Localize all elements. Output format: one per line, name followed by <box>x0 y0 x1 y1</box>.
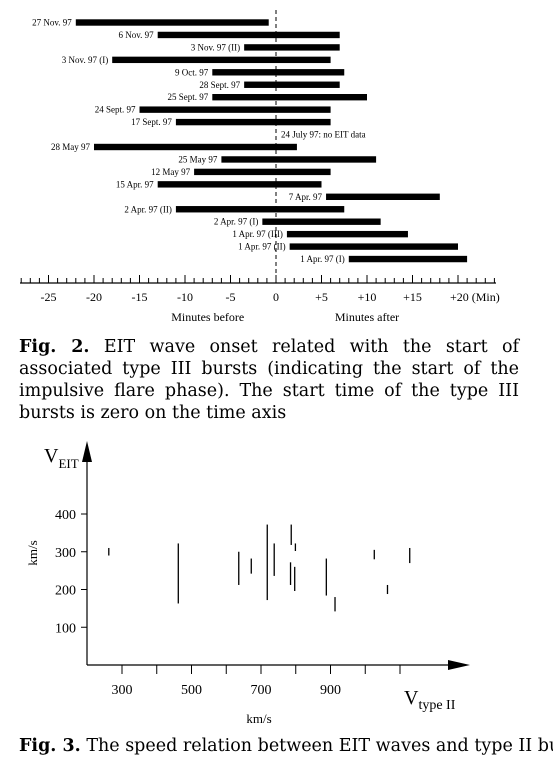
fig2-tick-label: -15 <box>132 290 148 304</box>
fig2-bars <box>75 19 468 263</box>
fig2-bar <box>157 31 340 39</box>
fig3-y-tick-label: 400 <box>55 508 76 523</box>
fig3-x-tick-label: 500 <box>181 683 202 698</box>
fig2-bar <box>348 255 468 263</box>
fig2-event-label: 28 Sept. 97 <box>199 80 240 90</box>
fig2-bar <box>244 44 340 51</box>
fig2-event-label: 24 Sept. 97 <box>95 105 136 115</box>
fig2-event-label: 28 May 97 <box>51 142 90 152</box>
fig3-y-arrow <box>82 441 92 462</box>
fig2-x-ticks <box>20 275 495 283</box>
fig2-event-labels: 27 Nov. 97 6 Nov. 97 3 Nov. 97 (II) 3 Nov. … <box>32 18 365 265</box>
fig2-bar <box>262 218 381 225</box>
fig3-x-tick-label: 300 <box>112 683 133 698</box>
fig2-bar <box>75 19 269 26</box>
fig3-points <box>108 524 411 612</box>
fig2-event-label: 1 Apr. 97 (III) <box>232 229 283 239</box>
fig2-bar <box>326 193 440 200</box>
fig2-bar <box>289 243 458 250</box>
fig2-event-label: 12 May 97 <box>151 167 190 177</box>
fig3-x-arrow <box>448 660 470 670</box>
fig2-tick-label: -10 <box>177 290 193 304</box>
fig2-bar <box>194 168 331 176</box>
fig2-event-label: 2 Apr. 97 (II) <box>124 204 172 214</box>
fig2-tick-label: +15 <box>403 290 422 304</box>
fig3-y-tick-label: 100 <box>55 621 76 636</box>
fig3-y-axis-title: VEIT <box>44 445 79 471</box>
fig2-event-label: 3 Nov. 97 (II) <box>191 42 240 52</box>
fig2-caption-label: Fig. 2. <box>19 337 90 357</box>
fig2-bar <box>286 230 408 238</box>
fig3-caption: Fig. 3. The speed relation between EIT w… <box>19 735 553 757</box>
fig2-bar <box>139 106 331 113</box>
fig2-tick-label: -5 <box>226 290 236 304</box>
fig2-event-label: 1 Apr. 97 (I) <box>300 254 345 264</box>
fig3-x-ticks: 300 500 700 900 <box>112 665 401 698</box>
fig2-note-label: 24 July 97: no EIT data <box>281 130 366 140</box>
fig2-event-label: 27 Nov. 97 <box>32 18 72 28</box>
fig2-bar <box>157 181 322 188</box>
fig3-y-tick-label: 300 <box>55 546 76 561</box>
fig2-event-label: 25 May 97 <box>178 154 217 164</box>
fig3-ylabel: km/s <box>25 540 40 565</box>
fig2-event-label: 15 Apr. 97 <box>116 179 154 189</box>
fig3-caption-label: Fig. 3. <box>19 736 81 756</box>
fig2-xlabel-after: Minutes after <box>335 310 399 324</box>
fig3-xlabel: km/s <box>246 711 271 726</box>
fig2-event-label: 6 Nov. 97 <box>119 30 155 40</box>
fig3-x-tick-label: 700 <box>251 683 272 698</box>
fig2-bar <box>112 56 331 64</box>
fig2-xlabel-before: Minutes before <box>171 310 244 324</box>
fig2-bar <box>175 118 331 126</box>
fig3-y-ticks: 100 200 300 400 <box>55 508 87 636</box>
fig2-tick-label: -20 <box>86 290 102 304</box>
fig2-event-label: 9 Oct. 97 <box>175 67 209 77</box>
fig2-bar <box>175 206 345 213</box>
fig2-event-label: 2 Apr. 97 (I) <box>214 217 259 227</box>
fig2-x-tick-labels: -25 -20 -15 -10 -5 0 +5 +10 +15 +20 (Min) <box>41 290 500 304</box>
fig3-y-tick-label: 200 <box>55 584 76 599</box>
fig2-event-label: 1 Apr. 97 (II) <box>238 242 286 252</box>
fig2-tick-label: -25 <box>41 290 57 304</box>
fig2-bar <box>212 94 367 101</box>
fig2-tick-label: 0 <box>273 290 279 304</box>
fig2-tick-label: +20 (Min) <box>450 290 500 304</box>
fig3-x-axis-title: Vtype II <box>404 687 456 713</box>
fig2-tick-label: +10 <box>358 290 377 304</box>
fig2-chart: 27 Nov. 97 6 Nov. 97 3 Nov. 97 (II) 3 Nov. … <box>20 10 500 324</box>
fig2-event-label: 25 Sept. 97 <box>168 92 209 102</box>
fig3-caption-text: The speed relation between EIT waves and… <box>86 736 553 756</box>
fig2-event-label: 7 Apr. 97 <box>289 192 323 202</box>
fig2-bar <box>94 143 297 151</box>
fig2-bar <box>221 156 377 163</box>
fig2-tick-label: +5 <box>315 290 328 304</box>
fig2-bar <box>212 69 345 76</box>
fig2-caption: Fig. 2. EIT wave onset related with the … <box>19 336 519 424</box>
fig2-event-label: 17 Sept. 97 <box>131 117 172 127</box>
fig3-x-tick-label: 900 <box>320 683 341 698</box>
fig2-event-label: 3 Nov. 97 (I) <box>62 55 108 65</box>
fig3-axes <box>82 441 470 670</box>
fig2-caption-text: EIT wave onset related with the start of… <box>19 337 520 423</box>
fig2-bar <box>244 81 340 88</box>
